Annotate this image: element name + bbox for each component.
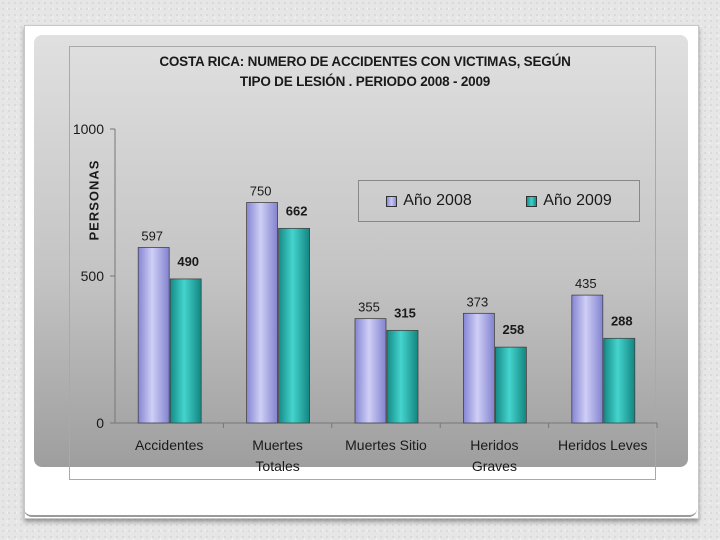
y-tick-label: 0 [96,415,104,431]
bar [169,278,202,424]
bar [137,247,170,424]
x-tick-label: Muertes [252,437,303,453]
bar [246,202,279,424]
bar [603,337,636,424]
data-label: 288 [611,313,633,328]
data-label: 355 [358,300,380,315]
data-label: 258 [503,322,525,337]
x-tick-label: Heridos Leves [558,437,648,453]
legend-item-2009: Año 2009 [526,192,612,210]
chart-title-line1: COSTA RICA: NUMERO DE ACCIDENTES CON VIC… [159,54,571,69]
legend: Año 2008 Año 2009 [358,180,640,222]
data-label: 315 [394,305,416,320]
chart-title-line2: TIPO DE LESIÓN . PERIODO 2008 - 2009 [239,74,491,89]
x-tick-label: Heridos [470,437,518,453]
legend-swatch-2009 [526,195,538,207]
data-label: 750 [250,184,272,199]
data-label: 490 [177,254,199,269]
bar [571,294,604,424]
data-label: 373 [467,294,489,309]
legend-label-2009: Año 2009 [543,192,612,209]
bar [354,318,387,424]
y-tick-label: 1000 [73,121,104,137]
bar [462,312,495,424]
chart-area-border [69,46,656,480]
legend-swatch-2008 [386,195,398,207]
slide-bottom-edge [24,507,697,517]
data-label: 662 [286,203,308,218]
bar [494,346,527,424]
data-label: 435 [575,276,597,291]
x-tick-label: Totales [255,458,299,474]
x-tick-label: Muertes Sitio [345,437,427,453]
data-label: 597 [141,228,163,243]
x-tick-label: Accidentes [135,437,203,453]
legend-item-2008: Año 2008 [386,192,472,210]
legend-label-2008: Año 2008 [403,192,472,209]
bar [278,227,311,424]
x-tick-label: Graves [472,458,517,474]
y-tick-label: 500 [81,268,105,284]
chart-title: COSTA RICA: NUMERO DE ACCIDENTES CON VIC… [110,52,620,92]
bar [386,329,419,424]
